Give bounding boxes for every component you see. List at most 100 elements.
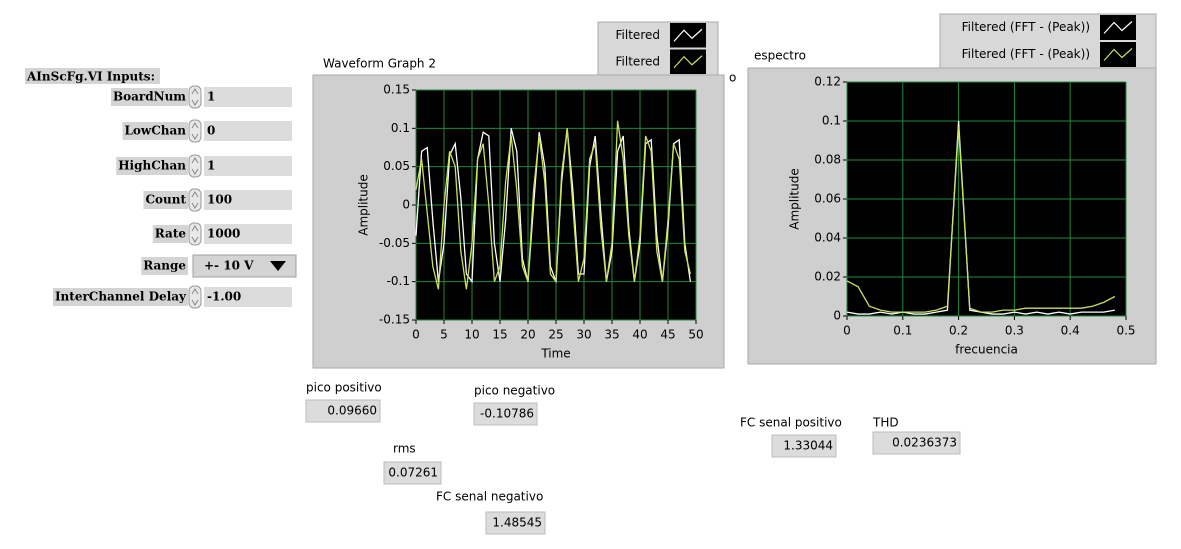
y-tick-label: 0.06 bbox=[814, 192, 841, 206]
control-label-box bbox=[110, 88, 188, 106]
control-dropdown[interactable] bbox=[192, 254, 297, 278]
indicator-label: rms bbox=[393, 442, 416, 456]
control-label: LowChan bbox=[124, 124, 186, 138]
y-tick-label: 0 bbox=[402, 198, 410, 212]
legend-label: Filtered (FFT - (Peak)) bbox=[962, 47, 1090, 61]
spinner-up bbox=[191, 157, 199, 164]
control-value: 0 bbox=[207, 124, 215, 138]
indicator-label: FC senal negativo bbox=[436, 490, 543, 504]
control-value: 100 bbox=[207, 193, 232, 207]
control-spinner[interactable] bbox=[188, 285, 202, 309]
spinner-down bbox=[191, 299, 199, 306]
indicator-box bbox=[305, 399, 381, 423]
control-label-box bbox=[152, 225, 188, 243]
y-tick-label: -0.1 bbox=[387, 274, 410, 288]
indicator-box bbox=[771, 434, 837, 458]
legend-swatch-line bbox=[673, 28, 703, 42]
indicator-box bbox=[383, 461, 442, 485]
control-spinner[interactable] bbox=[188, 154, 202, 178]
indicator-value: -0.10786 bbox=[480, 407, 534, 421]
control-value-box[interactable] bbox=[204, 190, 292, 210]
control-spinner[interactable] bbox=[188, 85, 202, 109]
control-label-box bbox=[116, 157, 188, 175]
legend-label: Filtered bbox=[616, 28, 660, 42]
x-tick-label: 0 bbox=[843, 324, 851, 338]
y-tick-label: 0.02 bbox=[814, 270, 841, 284]
x-tick-label: 0.4 bbox=[1061, 324, 1080, 338]
control-label: InterChannel Delay bbox=[55, 290, 187, 304]
y-tick-label: 0.12 bbox=[814, 75, 841, 89]
spinner-up bbox=[191, 122, 199, 129]
spinner-down bbox=[191, 236, 199, 243]
spinner-up bbox=[191, 225, 199, 232]
control-value: 1 bbox=[207, 159, 215, 173]
x-tick-label: 15 bbox=[492, 328, 507, 342]
x-tick-label: 0.2 bbox=[949, 324, 968, 338]
spinner-down bbox=[191, 99, 199, 106]
control-label: Count bbox=[145, 193, 186, 207]
control-value-box[interactable] bbox=[204, 121, 292, 141]
control-value: 1 bbox=[207, 90, 215, 104]
x-axis-label: Time bbox=[540, 347, 570, 361]
control-value-box[interactable] bbox=[204, 224, 292, 244]
y-tick-label: 0.1 bbox=[822, 114, 841, 128]
indicator-label: THD bbox=[872, 416, 899, 430]
control-spinner[interactable] bbox=[188, 222, 202, 246]
spinner-down bbox=[191, 133, 199, 140]
dropdown-arrow bbox=[270, 261, 286, 271]
y-axis-label: Amplitude bbox=[788, 168, 802, 230]
indicator-value: 0.09660 bbox=[327, 404, 377, 418]
control-value-box[interactable] bbox=[204, 287, 292, 307]
control-label-box bbox=[52, 288, 188, 306]
x-axis-label: frecuencia bbox=[955, 343, 1018, 357]
legend-swatch-line bbox=[1103, 21, 1133, 34]
series-line bbox=[415, 120, 692, 290]
legend-swatch bbox=[1100, 15, 1136, 40]
indicator-box bbox=[485, 511, 546, 535]
indicator-value: 0.07261 bbox=[388, 466, 438, 480]
control-label: HighChan bbox=[118, 159, 186, 173]
y-tick-label: 0 bbox=[833, 309, 841, 323]
x-tick-label: 35 bbox=[604, 328, 619, 342]
legend-swatch-line bbox=[1103, 48, 1133, 61]
x-tick-label: 0.1 bbox=[893, 324, 912, 338]
indicator-label: pico positivo bbox=[306, 381, 382, 395]
x-tick-label: 25 bbox=[548, 328, 563, 342]
control-spinner[interactable] bbox=[188, 188, 202, 212]
y-tick-label: -0.05 bbox=[379, 236, 410, 250]
spinner-up bbox=[191, 191, 199, 198]
graph-title: espectro bbox=[754, 49, 806, 63]
x-tick-label: 45 bbox=[660, 328, 675, 342]
x-tick-label: 50 bbox=[688, 328, 703, 342]
y-tick-label: 0.05 bbox=[383, 159, 410, 173]
y-tick-label: -0.15 bbox=[379, 313, 410, 327]
series-line bbox=[846, 126, 1116, 313]
control-label-box bbox=[122, 122, 188, 140]
indicator-label: pico negativo bbox=[474, 384, 555, 398]
control-spinner[interactable] bbox=[188, 119, 202, 143]
x-tick-label: 5 bbox=[440, 328, 448, 342]
stray-text: o bbox=[729, 71, 736, 85]
control-value-box[interactable] bbox=[204, 156, 292, 176]
legend-swatch bbox=[1100, 42, 1136, 67]
x-tick-label: 0.5 bbox=[1116, 324, 1135, 338]
control-label-box bbox=[141, 257, 188, 275]
x-tick-label: 20 bbox=[520, 328, 535, 342]
indicator-box bbox=[473, 402, 538, 426]
control-value: +- 10 V bbox=[204, 259, 254, 273]
legend-swatch bbox=[670, 23, 706, 48]
control-label: BoardNum bbox=[113, 90, 186, 104]
y-axis-label: Amplitude bbox=[357, 174, 371, 236]
panel-title: AInScFg.VI Inputs: bbox=[26, 70, 155, 84]
indicator-value: 1.33044 bbox=[783, 439, 833, 453]
control-value: 1000 bbox=[207, 227, 240, 241]
x-tick-label: 40 bbox=[632, 328, 647, 342]
control-value: -1.00 bbox=[207, 290, 241, 304]
legend-label: Filtered bbox=[616, 54, 660, 68]
control-value-box[interactable] bbox=[204, 87, 292, 107]
control-label: Range bbox=[143, 259, 186, 273]
spinner-up bbox=[191, 88, 199, 95]
spinner-down bbox=[191, 202, 199, 209]
x-tick-label: 0.3 bbox=[1005, 324, 1024, 338]
